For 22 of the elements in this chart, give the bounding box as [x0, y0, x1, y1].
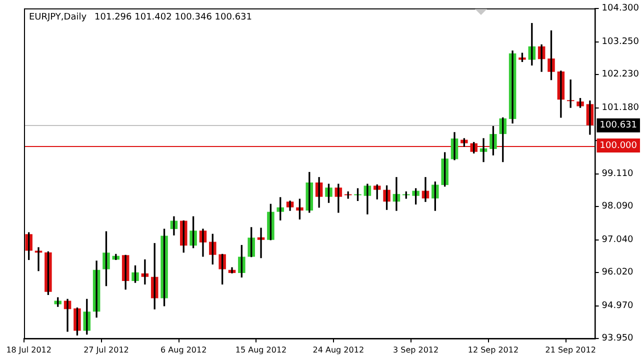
y-tick-label: 96.020	[602, 268, 634, 278]
x-tick-label: 15 Aug 2012	[235, 345, 287, 354]
x-tick-label: 3 Sep 2012	[392, 345, 439, 354]
x-tick-label: 6 Aug 2012	[160, 345, 207, 354]
y-tick-label: 94.970	[602, 301, 634, 312]
text: EURJPY,Daily	[29, 12, 88, 23]
text: 101.296 101.402 100.346 100.631	[94, 12, 252, 23]
y-tick-label: 103.250	[602, 37, 640, 48]
ref-line-label: 100.000	[600, 140, 638, 151]
y-tick-label: 98.090	[602, 202, 634, 212]
x-tick-label: 27 Jul 2012	[84, 345, 129, 354]
y-tick-label: 97.040	[602, 235, 634, 246]
x-tick-label: 21 Sep 2012	[545, 345, 596, 354]
ref-line-label: 100.631	[600, 120, 637, 131]
x-tick-label: 24 Aug 2012	[312, 345, 364, 354]
y-tick-label: 93.950	[602, 334, 634, 344]
y-tick-label: 102.230	[602, 70, 640, 80]
y-tick-label: 99.110	[602, 169, 634, 180]
x-tick-label: 12 Sep 2012	[468, 345, 519, 354]
y-tick-label: 101.180	[602, 103, 640, 114]
x-tick-label: 18 Jul 2012	[6, 345, 52, 354]
y-tick-label: 104.300	[602, 4, 640, 14]
